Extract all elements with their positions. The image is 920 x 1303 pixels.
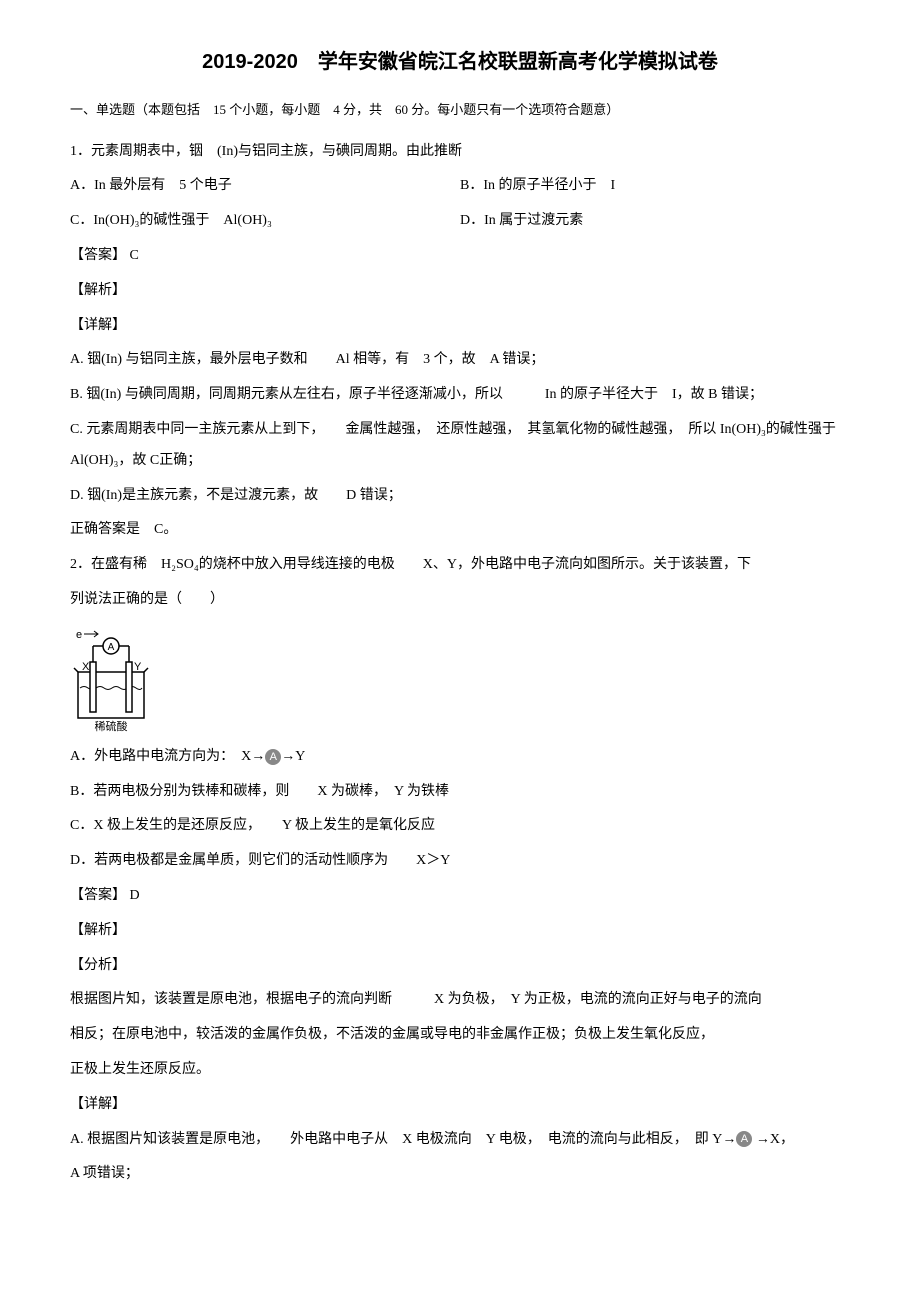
q1-detail-a: A. 铟(In) 与铝同主族，最外层电子数和 Al 相等，有 3 个，故 A 错… [70, 345, 850, 376]
q2-option-a: A．外电路中电流方向为： X→A→Y [70, 742, 850, 773]
svg-text:e: e [76, 629, 82, 641]
q2-figure: A e X Y 稀硫酸 [70, 624, 152, 734]
q1-options-row1: A．In 最外层有 5 个电子 B．In 的原子半径小于 I [70, 171, 850, 202]
q1-option-c: C．In(OH)₃的碱性强于 Al(OH)₃ [70, 206, 460, 237]
q2-analysis-label: 【分析】 [70, 951, 850, 982]
beaker-circuit-icon: A e X Y 稀硫酸 [70, 624, 152, 734]
q2-stem-line2: 列说法正确的是（ ） [70, 585, 850, 616]
svg-text:Y: Y [134, 661, 142, 673]
q1-option-a: A．In 最外层有 5 个电子 [70, 171, 460, 202]
q1-conclusion: 正确答案是 C。 [70, 515, 850, 546]
q1-detail-label: 【详解】 [70, 311, 850, 342]
q2-detail-label: 【详解】 [70, 1090, 850, 1121]
q1-option-b: B．In 的原子半径小于 I [460, 171, 850, 202]
q2-answer: 【答案】 D [70, 881, 850, 912]
q2-detail-a-post: →X， [752, 1132, 794, 1147]
q2-option-a-post: →Y [281, 749, 305, 764]
q2-option-c: C．X 极上发生的是还原反应， Y 极上发生的是氧化反应 [70, 811, 850, 842]
q2-detail-a-line2: A 项错误； [70, 1159, 850, 1190]
q2-stem-line1: 2．在盛有稀 H₂SO₄的烧杯中放入用导线连接的电极 X、Y，外电路中电子流向如… [70, 550, 850, 581]
q2-detail-a-pre: A. 根据图片知该装置是原电池， 外电路中电子从 X 电极流向 Y 电极， 电流… [70, 1132, 736, 1147]
q1-option-d: D．In 属于过渡元素 [460, 206, 850, 237]
q1-detail-b: B. 铟(In) 与碘同周期，同周期元素从左往右，原子半径逐渐减小，所以 In … [70, 380, 850, 411]
q2-option-d: D．若两电极都是金属单质，则它们的活动性顺序为 X＞Y [70, 846, 850, 877]
q1-explain: 【解析】 [70, 276, 850, 307]
svg-text:A: A [108, 642, 115, 653]
q1-stem: 1．元素周期表中，铟 (In)与铝同主族，与碘同周期。由此推断 [70, 137, 850, 168]
q2-detail-a-line1: A. 根据图片知该装置是原电池， 外电路中电子从 X 电极流向 Y 电极， 电流… [70, 1125, 850, 1156]
ammeter-icon: A [265, 749, 281, 765]
q2-option-b: B．若两电极分别为铁棒和碳棒，则 X 为碳棒， Y 为铁棒 [70, 777, 850, 808]
svg-text:X: X [82, 661, 90, 673]
page-title: 2019-2020 学年安徽省皖江名校联盟新高考化学模拟试卷 [70, 40, 850, 84]
q1-detail-c: C. 元素周期表中同一主族元素从上到下， 金属性越强， 还原性越强， 其氢氧化物… [70, 415, 850, 477]
q2-analysis-3: 正极上发生还原反应。 [70, 1055, 850, 1086]
q2-analysis-2: 相反；在原电池中，较活泼的金属作负极，不活泼的金属或导电的非金属作正极；负极上发… [70, 1020, 850, 1051]
q2-analysis-1: 根据图片知，该装置是原电池，根据电子的流向判断 X 为负极， Y 为正极，电流的… [70, 985, 850, 1016]
q2-explain: 【解析】 [70, 916, 850, 947]
ammeter-icon: A [736, 1131, 752, 1147]
q2-option-a-pre: A．外电路中电流方向为： X→ [70, 749, 265, 764]
svg-text:稀硫酸: 稀硫酸 [95, 719, 128, 733]
section-header: 一、单选题（本题包括 15 个小题，每小题 4 分，共 60 分。每小题只有一个… [70, 96, 850, 125]
q1-options-row2: C．In(OH)₃的碱性强于 Al(OH)₃ D．In 属于过渡元素 [70, 206, 850, 237]
q1-detail-d: D. 铟(In)是主族元素，不是过渡元素，故 D 错误； [70, 481, 850, 512]
q1-answer: 【答案】 C [70, 241, 850, 272]
